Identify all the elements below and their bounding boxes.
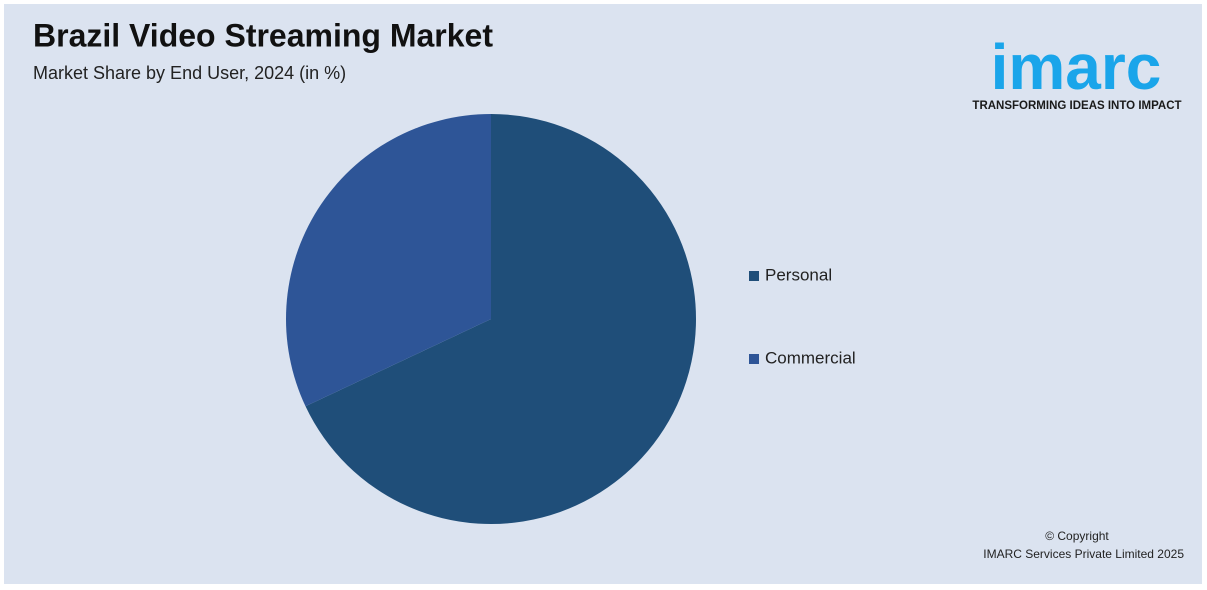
legend-label: Personal bbox=[765, 265, 832, 284]
copyright: © Copyright bbox=[1045, 529, 1109, 543]
legend-swatch bbox=[749, 354, 759, 364]
legend-label: Commercial bbox=[765, 348, 856, 367]
company: IMARC Services Private Limited 2025 bbox=[983, 547, 1184, 561]
chart-subtitle: Market Share by End User, 2024 (in %) bbox=[33, 63, 346, 83]
legend-swatch bbox=[749, 271, 759, 281]
pie-slice bbox=[305, 114, 697, 524]
logo-tagline: TRANSFORMING IDEAS INTO IMPACT bbox=[972, 100, 1181, 112]
logo: imarc bbox=[991, 31, 1162, 103]
pie-slice bbox=[285, 114, 491, 407]
chart-title: Brazil Video Streaming Market bbox=[33, 17, 493, 53]
